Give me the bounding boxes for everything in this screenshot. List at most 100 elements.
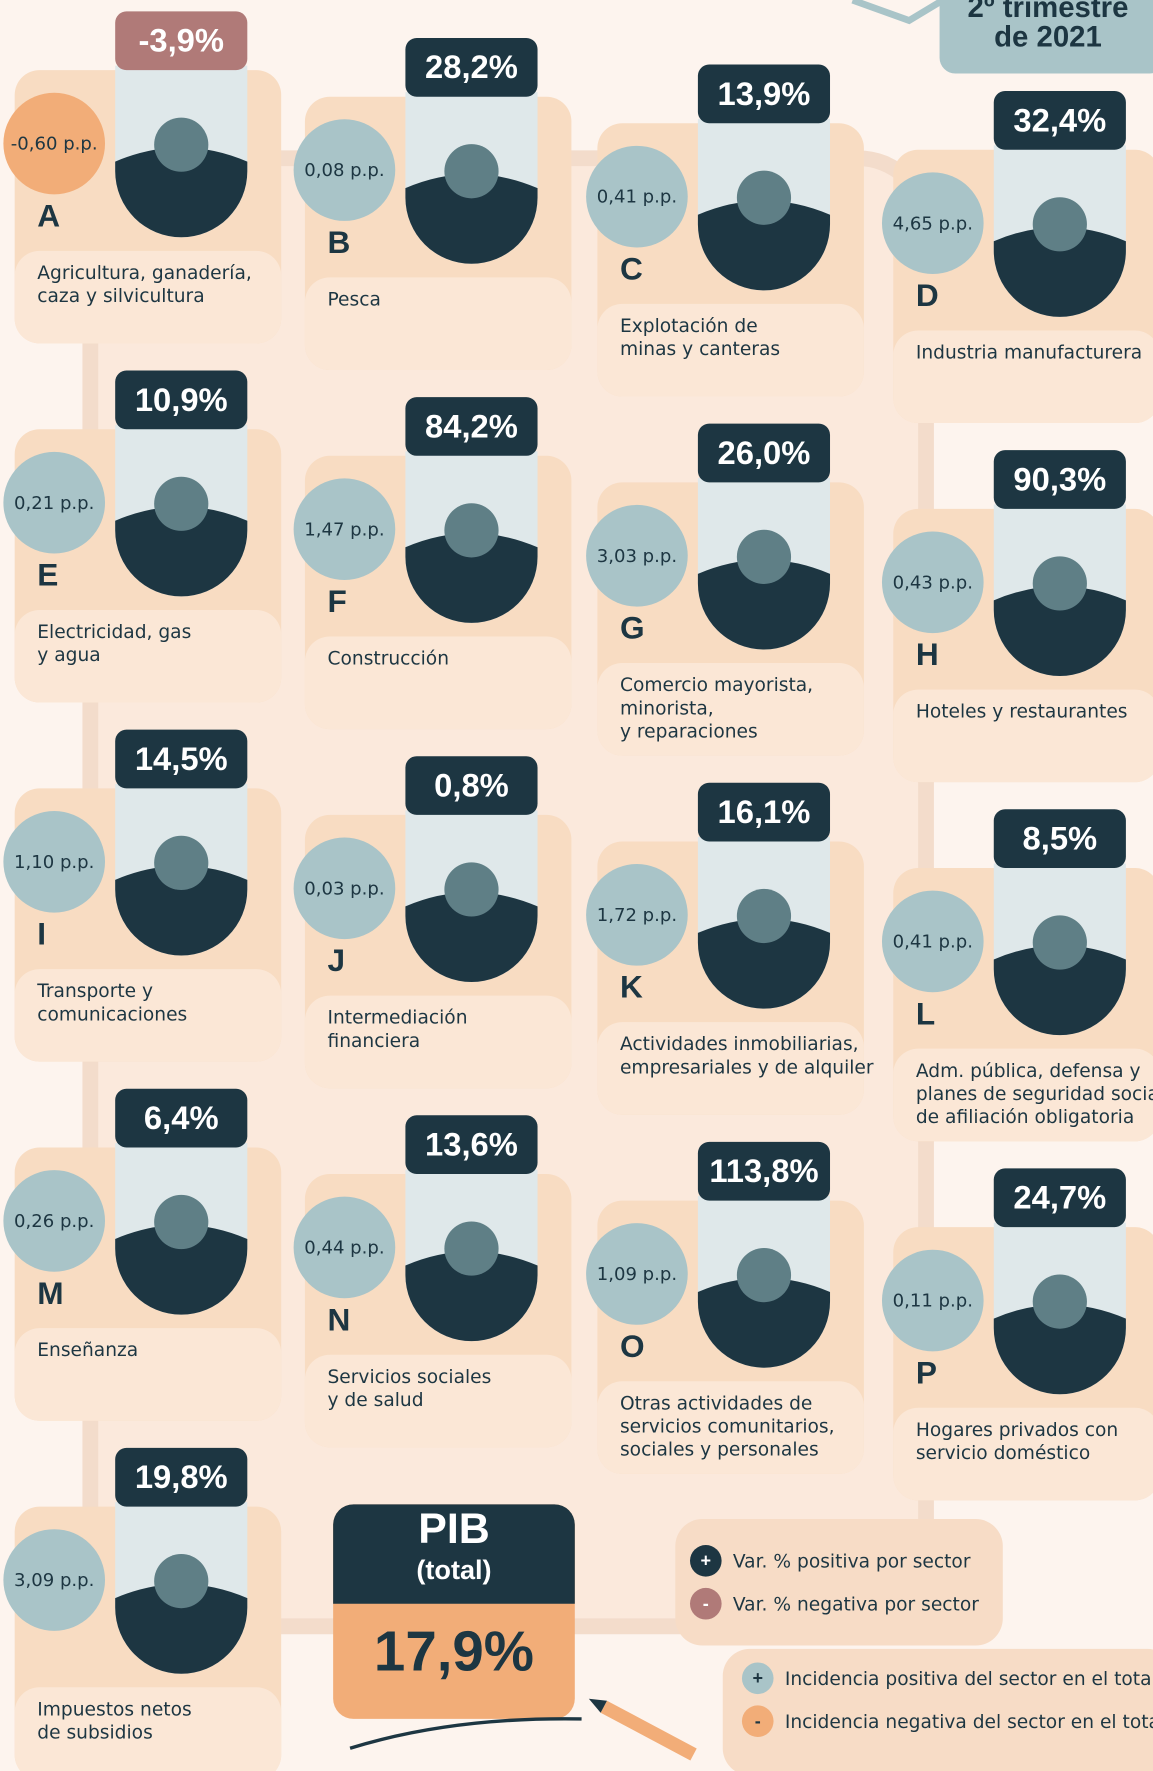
incidence-circle xyxy=(881,1249,984,1352)
sector-name: y reparaciones xyxy=(620,721,758,742)
total-value: 17,9% xyxy=(374,1620,534,1683)
incidence: 1,10 p.p. xyxy=(14,852,94,873)
sector-tile: -3,9% -0,60 p.p. A Agricultura, ganadería,c… xyxy=(3,11,282,344)
sector-tile: 8,5% 0,41 p.p. L Adm. pública, defensa ypla… xyxy=(881,809,1153,1142)
sector-name: Electricidad, gas xyxy=(37,622,191,643)
legend: + Var. % positiva por sector - Var. % negat… xyxy=(689,1545,1153,1737)
card-lower xyxy=(304,1354,572,1448)
icon-detail xyxy=(154,1554,209,1609)
icon-shape xyxy=(697,918,831,1009)
variation-badge xyxy=(115,370,248,430)
icon-shape xyxy=(405,174,538,264)
legend-symbol: + xyxy=(752,1668,763,1688)
sector-tile: 32,4% 4,65 p.p. D Industria manufacturera xyxy=(881,91,1153,424)
incidence: 3,09 p.p. xyxy=(14,1570,94,1591)
sector-letter: N xyxy=(327,1301,350,1337)
card-lower xyxy=(597,663,864,756)
sector-name: y agua xyxy=(37,645,100,666)
legend-symbol: - xyxy=(703,1594,709,1614)
variation-badge xyxy=(115,729,248,789)
incidence: 1,72 p.p. xyxy=(597,905,677,926)
variation: 0,8% xyxy=(434,766,509,803)
icon-detail xyxy=(736,1248,792,1303)
incidence: 4,65 p.p. xyxy=(893,213,973,234)
variation: 6,4% xyxy=(144,1099,219,1136)
icon-detail xyxy=(154,476,209,531)
card-lower xyxy=(893,1048,1153,1142)
sector-name: Servicios sociales xyxy=(327,1367,491,1388)
card-lower xyxy=(14,1687,282,1771)
sector-letter: F xyxy=(327,583,346,619)
icon-shape xyxy=(993,227,1126,317)
icon-shape xyxy=(993,1304,1126,1395)
card-lower xyxy=(304,995,572,1089)
variation-badge xyxy=(697,423,831,483)
sector-name: de subsidios xyxy=(37,1723,153,1744)
sector-name: Impuestos netos xyxy=(37,1699,191,1720)
icon-detail xyxy=(1032,197,1087,252)
card-lower xyxy=(14,969,282,1062)
sector-name: comunicaciones xyxy=(37,1004,187,1025)
variation: 13,9% xyxy=(718,75,811,112)
legend-text: Incidencia positiva del sector en el tot… xyxy=(785,1669,1153,1690)
icon-shape xyxy=(697,200,831,291)
variation-badge xyxy=(115,1447,248,1507)
sector-letter: G xyxy=(620,610,645,646)
sector-letter: I xyxy=(37,916,46,952)
legend-box xyxy=(722,1648,1153,1771)
incidence: 1,47 p.p. xyxy=(304,519,384,540)
header-title: 2º trimestre xyxy=(968,0,1129,24)
legend-marker xyxy=(741,1705,774,1737)
incidence: 0,41 p.p. xyxy=(597,187,677,208)
sector-name: Comercio mayorista, xyxy=(620,675,813,696)
icon-shape xyxy=(115,1583,248,1674)
sector-name: servicio doméstico xyxy=(916,1443,1090,1464)
legend-symbol: + xyxy=(701,1551,712,1571)
sector-tile: 19,8% 3,09 p.p. Impuestos netos de subsidio… xyxy=(3,1447,282,1771)
variation: 32,4% xyxy=(1013,101,1106,138)
sector-name: planes de seguridad social xyxy=(916,1084,1153,1105)
card-lower xyxy=(14,609,282,703)
icon-detail xyxy=(444,862,499,917)
sector-name: Adm. pública, defensa y xyxy=(916,1061,1141,1082)
sector-name: Industria manufacturera xyxy=(916,343,1142,364)
sector-name: de afiliación obligatoria xyxy=(916,1107,1134,1128)
legend-box xyxy=(675,1519,1003,1646)
incidence-circle xyxy=(293,837,396,940)
legend-text: Var. % positiva por sector xyxy=(733,1551,971,1572)
card-lower xyxy=(14,1328,282,1421)
variation: 19,8% xyxy=(135,1458,228,1495)
sector-name: minorista, xyxy=(620,698,714,719)
card-lower xyxy=(893,689,1153,783)
variation-badge xyxy=(115,11,248,71)
sector-letter: O xyxy=(620,1328,645,1364)
sector-tile: 28,2% 0,08 p.p. B Pesca xyxy=(293,37,572,370)
variation: 113,8% xyxy=(709,1152,818,1189)
variation-badge xyxy=(697,782,831,842)
scribble xyxy=(349,1717,582,1750)
icon-shape xyxy=(993,945,1126,1036)
legend-marker xyxy=(689,1545,722,1577)
sector-name: sociales y personales xyxy=(620,1440,819,1461)
incidence-circle xyxy=(881,172,984,274)
card-lower xyxy=(14,250,282,344)
sector-name: y de salud xyxy=(327,1390,423,1411)
sector-letter: E xyxy=(37,557,58,593)
sector-name: Otras actividades de xyxy=(620,1393,812,1414)
card-lower xyxy=(304,277,572,370)
icon-detail xyxy=(444,503,499,558)
sector-letter: J xyxy=(327,942,345,978)
header-title: de 2021 xyxy=(994,20,1102,53)
card-lower xyxy=(304,636,572,730)
total-sublabel: (total) xyxy=(416,1554,491,1585)
variation: 84,2% xyxy=(425,407,518,444)
sector-name: empresariales y de alquiler xyxy=(620,1057,874,1078)
header-box xyxy=(939,0,1153,74)
variation-badge xyxy=(993,1168,1126,1228)
sector-letter: K xyxy=(620,969,643,1005)
